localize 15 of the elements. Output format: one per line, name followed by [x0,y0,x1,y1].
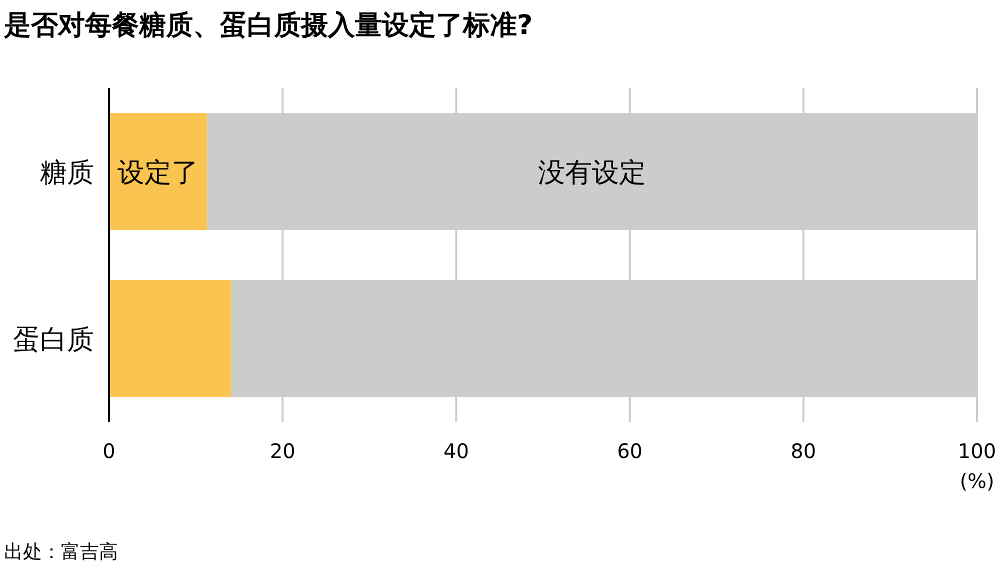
bar [109,280,232,397]
x-tick-label: 0 [102,439,116,463]
series-label: 没有设定 [538,158,646,188]
bar [109,113,208,230]
x-tick-label: 20 [270,439,296,463]
x-tick-label: 100 [958,439,996,463]
x-tick-label: 80 [790,439,816,463]
x-tick-label: 40 [443,439,469,463]
x-axis-title: (%) [960,469,994,493]
series-label: 设定了 [118,158,199,188]
chart-title: 是否对每餐糖质、蛋白质摄入量设定了标准? [3,10,533,41]
text: 出处：富吉高 [4,541,118,563]
y-tick-label: 蛋白质 [13,324,94,356]
x-tick-label: 60 [617,439,643,463]
y-tick-label: 糖质 [40,158,94,188]
